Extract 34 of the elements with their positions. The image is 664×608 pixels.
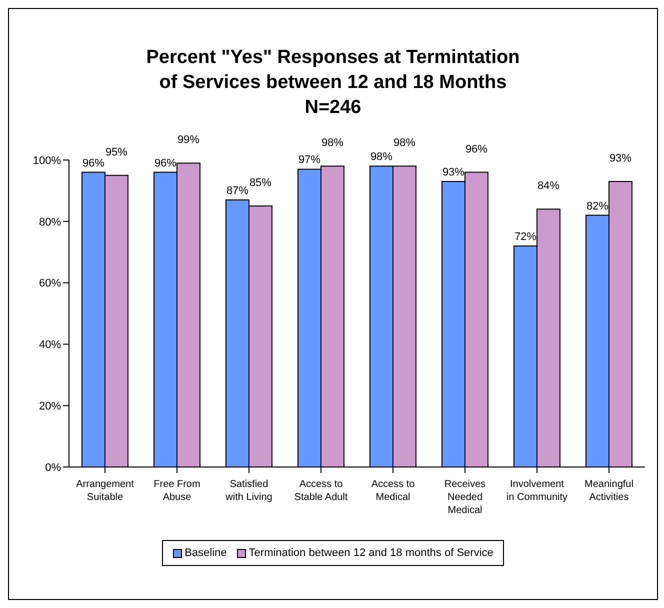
data-label: 84%	[537, 180, 560, 192]
data-label: 96%	[465, 143, 488, 156]
x-tick-label: Involvement in Community	[506, 479, 568, 503]
x-tick-label: Free From Abuse	[154, 479, 200, 503]
data-label: 98%	[393, 137, 416, 150]
chart-subtitle: N=246	[304, 96, 362, 120]
data-label: 96%	[82, 157, 105, 170]
data-label: 87%	[226, 184, 249, 197]
data-label: 93%	[442, 166, 465, 178]
data-label: 99%	[177, 134, 200, 146]
data-label: 85%	[249, 177, 272, 190]
y-tick-label: 0%	[45, 462, 62, 474]
x-tick-label: Access to Medical	[371, 479, 416, 503]
data-label: 96%	[154, 157, 177, 170]
data-label: 93%	[609, 152, 632, 164]
y-tick-label: 80%	[38, 216, 62, 228]
x-tick-label: Meaningful Activities	[584, 479, 634, 503]
legend-label: Termination between 12 and 18 months of Service	[248, 547, 494, 559]
data-label: 82%	[586, 200, 609, 212]
y-tick-label: 20%	[38, 400, 62, 413]
data-label: 95%	[105, 146, 128, 158]
data-label: 97%	[298, 154, 321, 166]
x-tick-label: Receives Needed Medical	[444, 479, 486, 516]
y-tick-label: 100%	[32, 154, 62, 167]
y-tick-label: 60%	[38, 278, 62, 290]
chart-title: Percent "Yes" Responses at Termintation of Services between 12 and 18 Months	[145, 46, 521, 95]
x-tick-label: Access to Stable Adult	[294, 479, 348, 503]
x-tick-label: Arrangement Suitable	[76, 479, 134, 503]
data-label: 72%	[514, 230, 537, 243]
y-tick-label: 40%	[38, 339, 62, 352]
legend-label: Baseline	[184, 547, 227, 559]
data-label: 98%	[370, 151, 393, 164]
x-tick-label: Satisfied with Living	[224, 479, 272, 503]
data-label: 98%	[321, 137, 344, 150]
